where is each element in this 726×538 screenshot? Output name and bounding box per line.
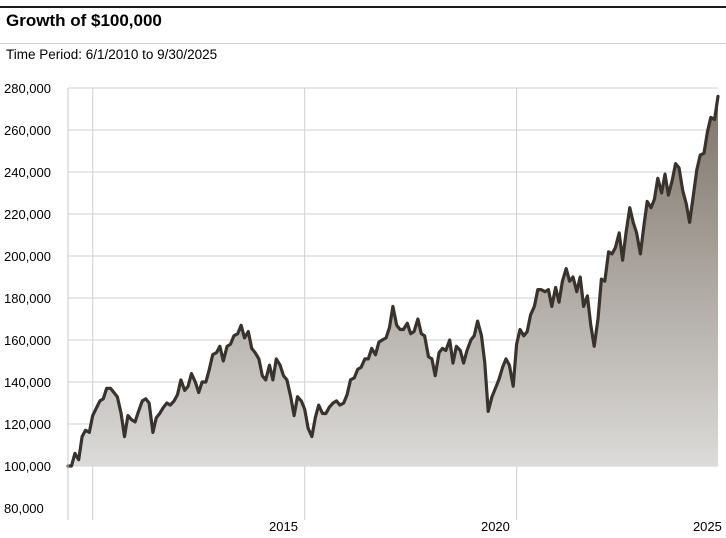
- chart-title: Growth of $100,000: [6, 11, 162, 30]
- x-tick-label: 2020: [481, 519, 510, 534]
- y-tick-label: 220,000: [4, 207, 51, 222]
- y-tick-label: 160,000: [4, 333, 51, 348]
- y-tick-label: 140,000: [4, 375, 51, 390]
- y-tick-label: 180,000: [4, 291, 51, 306]
- y-tick-label: 80,000: [4, 501, 44, 516]
- tick-labels: 280,000 260,000 240,000 220,000 200,000 180,0…: [4, 81, 722, 534]
- growth-area: [68, 96, 719, 467]
- growth-line: [66, 94, 720, 468]
- y-tick-label: 240,000: [4, 165, 51, 180]
- time-period-label: Time Period: 6/1/2010 to 9/30/2025: [6, 47, 218, 62]
- y-tick-label: 200,000: [4, 249, 51, 264]
- x-tick-label: 2015: [269, 519, 298, 534]
- y-tick-label: 260,000: [4, 123, 51, 138]
- y-tick-label: 120,000: [4, 417, 51, 432]
- x-tick-label: 2025: [693, 519, 722, 534]
- header-rule: [0, 6, 726, 8]
- y-tick-label: 100,000: [4, 459, 51, 474]
- area-fill-group: [66, 94, 720, 468]
- y-tick-label: 280,000: [4, 81, 51, 96]
- header-separator: [0, 43, 726, 44]
